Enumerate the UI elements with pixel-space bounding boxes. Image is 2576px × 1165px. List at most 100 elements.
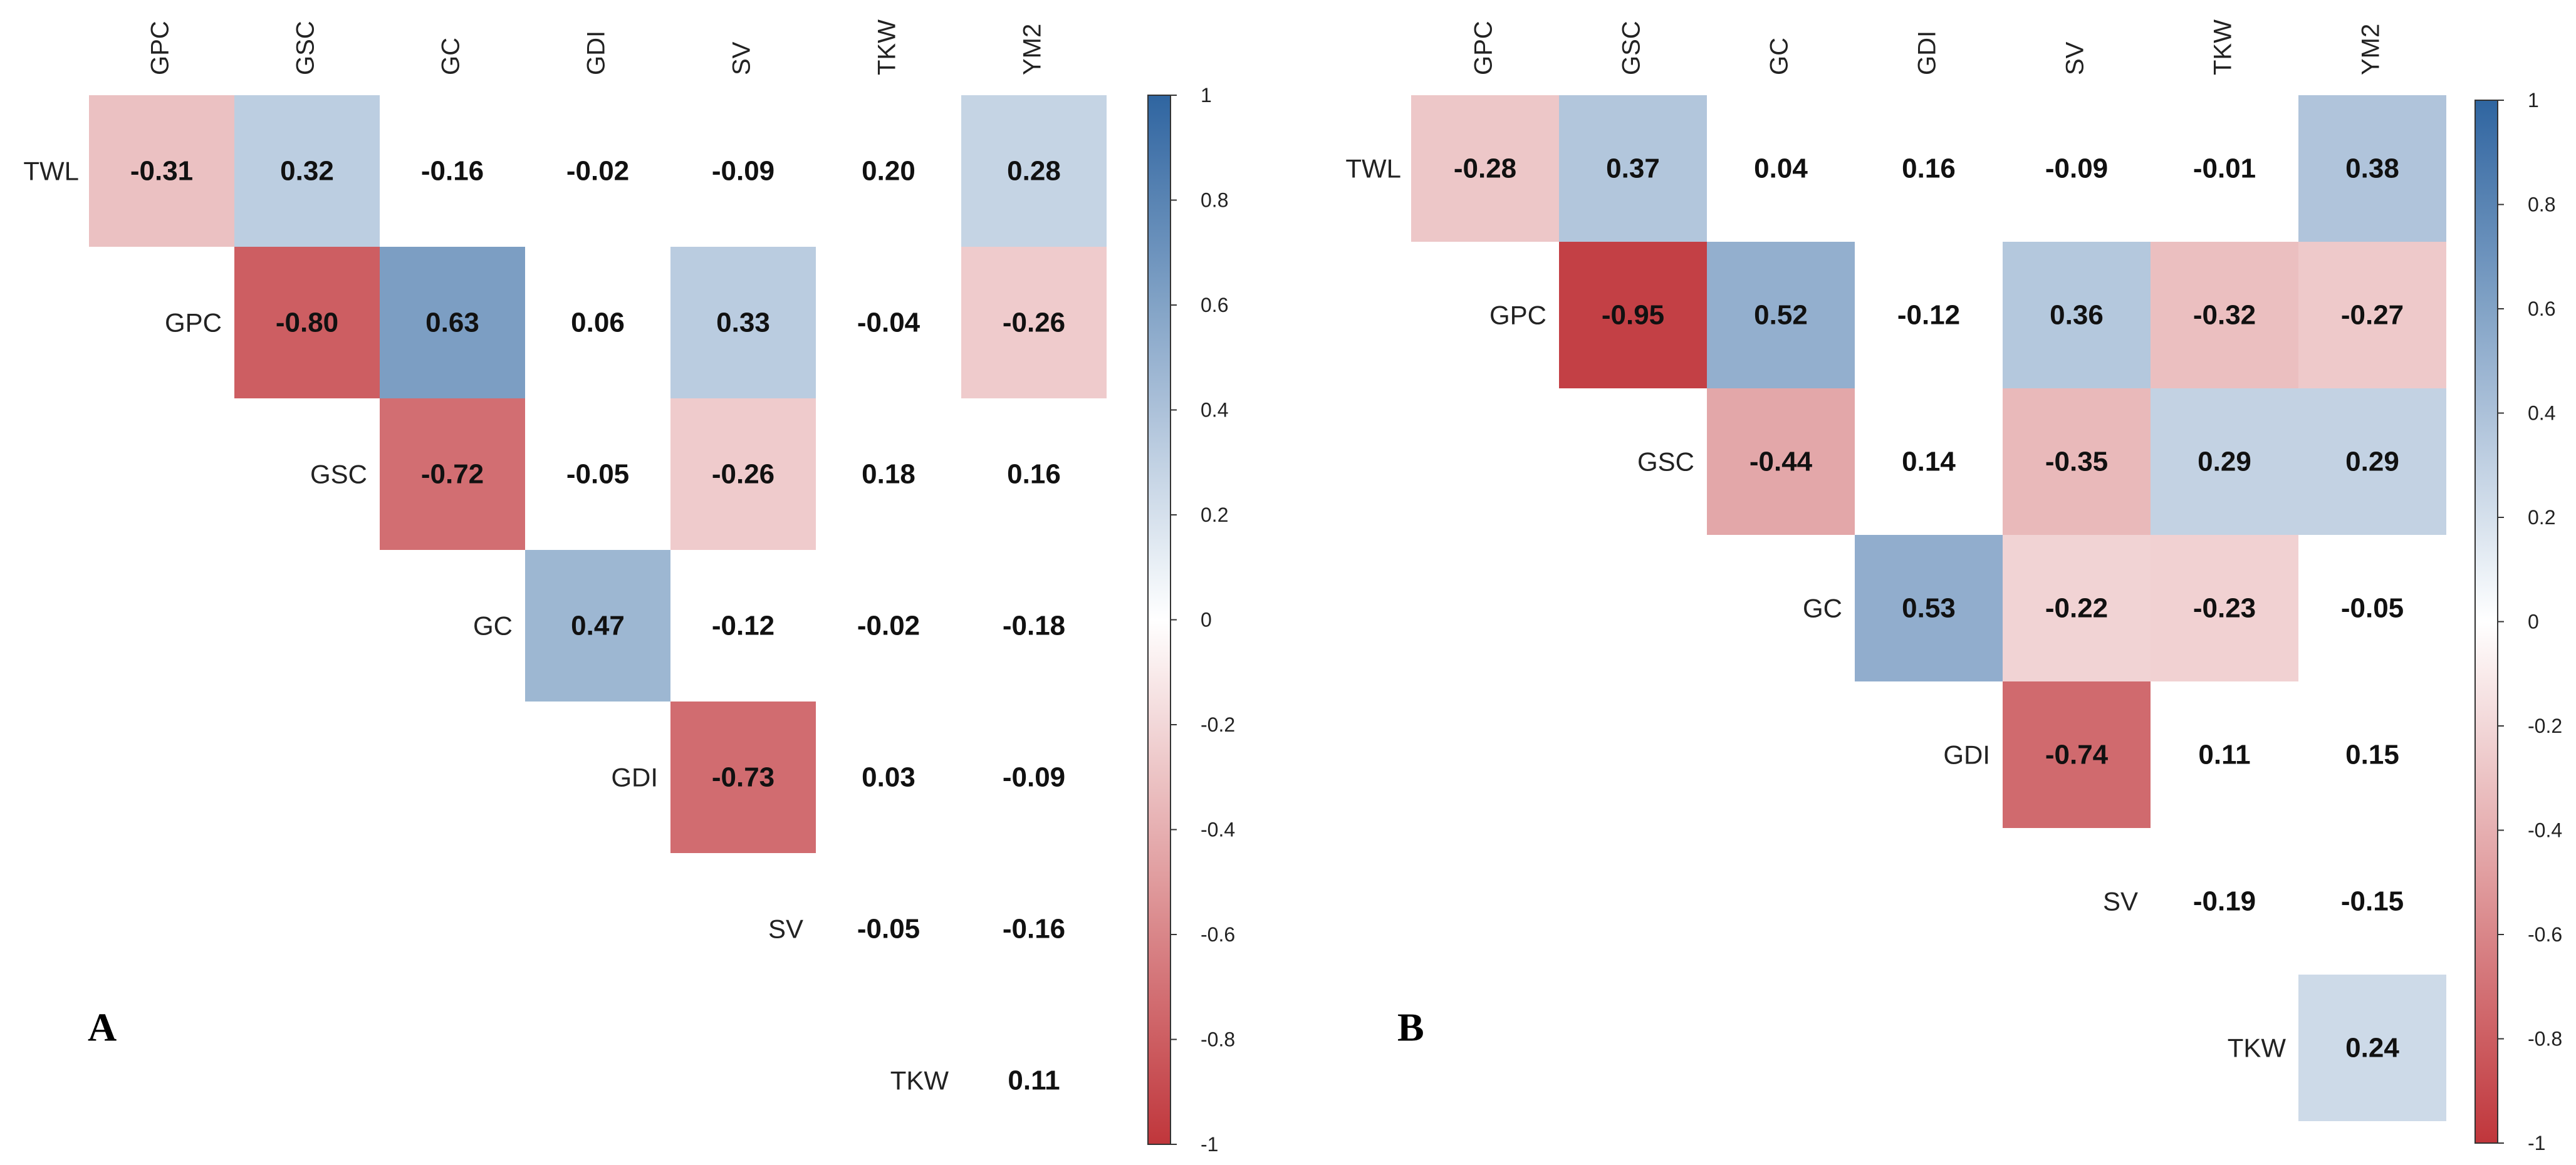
row-label-sv: SV <box>768 914 803 944</box>
row-label-tkw: TKW <box>2228 1033 2287 1063</box>
colorbar-tick-label: 1 <box>2528 89 2539 111</box>
column-label-gc: GC <box>437 38 465 75</box>
cell-twl-gpc <box>89 95 234 247</box>
colorbar-tick-label: 0.6 <box>1201 294 1228 316</box>
value-gsc-gc: -0.44 <box>1749 447 1813 477</box>
value-gsc-gc: -0.72 <box>421 459 484 490</box>
cell-gpc-gc <box>380 247 525 398</box>
cell-gsc-gc <box>1707 388 1855 535</box>
colorbar-tick-label: -0.6 <box>2528 923 2562 946</box>
cell-gpc-ym2 <box>2298 242 2446 388</box>
column-label-gdi: GDI <box>1914 31 1941 75</box>
value-gc-gdi: 0.53 <box>1902 593 1956 624</box>
colorbar-tick-label: 0.4 <box>2528 402 2555 425</box>
colorbar-tick-label: 0 <box>1201 609 1212 631</box>
value-sv-ym2: -0.15 <box>2341 886 2404 917</box>
column-label-sv: SV <box>2062 41 2089 75</box>
value-twl-gpc: -0.28 <box>1454 153 1516 184</box>
value-gpc-gsc: -0.95 <box>1602 300 1664 331</box>
column-label-ym2: YM2 <box>2357 24 2385 75</box>
colorbar-tick-label: 0.2 <box>1201 504 1228 526</box>
value-gpc-sv: 0.36 <box>2050 300 2104 331</box>
column-label-sv: SV <box>728 41 756 75</box>
value-gc-tkw: -0.02 <box>857 611 920 641</box>
value-gpc-ym2: -0.27 <box>2341 300 2404 331</box>
column-label-gsc: GSC <box>292 21 320 75</box>
value-twl-gpc: -0.31 <box>130 156 193 187</box>
colorbar-tick-label: 0 <box>2528 611 2539 633</box>
value-gc-sv: -0.22 <box>2045 593 2108 624</box>
colorbar-tick-label: -0.2 <box>1201 713 1235 736</box>
cell-gpc-sv <box>670 247 816 398</box>
value-gsc-tkw: 0.18 <box>862 459 915 490</box>
value-gpc-sv: 0.33 <box>716 308 770 338</box>
cell-gpc-sv <box>2003 242 2151 388</box>
cell-tkw-ym2 <box>2298 975 2446 1121</box>
cell-gc-gdi <box>525 550 670 702</box>
value-gpc-gsc: -0.80 <box>276 308 338 338</box>
colorbar-tick-label: -0.6 <box>1201 923 1235 946</box>
cell-twl-ym2 <box>2298 95 2446 242</box>
value-twl-gc: -0.16 <box>421 156 484 187</box>
colorbar-tick-label: -1 <box>2528 1132 2545 1154</box>
column-label-gpc: GPC <box>1470 21 1498 75</box>
row-label-gdi: GDI <box>611 763 658 792</box>
value-gsc-tkw: 0.29 <box>2198 447 2251 477</box>
value-twl-tkw: 0.20 <box>862 156 915 187</box>
column-label-gdi: GDI <box>583 31 610 75</box>
panel-label-a: A <box>88 1005 117 1050</box>
column-label-tkw: TKW <box>873 19 901 75</box>
cell-gsc-sv <box>670 398 816 550</box>
colorbar-tick-label: 0.8 <box>1201 189 1228 212</box>
row-label-gc: GC <box>1803 594 1842 623</box>
cell-gc-tkw <box>2151 535 2298 681</box>
row-label-twl: TWL <box>23 157 79 186</box>
cell-gpc-gc <box>1707 242 1855 388</box>
value-twl-gc: 0.04 <box>1754 153 1808 184</box>
value-gsc-sv: -0.26 <box>712 459 774 490</box>
cell-twl-ym2 <box>961 95 1107 247</box>
row-label-gpc: GPC <box>165 308 222 338</box>
value-gsc-gdi: 0.14 <box>1902 447 1956 477</box>
value-gdi-ym2: -0.09 <box>1003 762 1065 793</box>
panel-label-b: B <box>1397 1005 1424 1050</box>
value-gpc-gc: 0.63 <box>425 308 479 338</box>
cell-gsc-ym2 <box>2298 388 2446 535</box>
value-gpc-gdi: -0.12 <box>1897 300 1960 331</box>
cell-gpc-ym2 <box>961 247 1107 398</box>
value-gpc-tkw: -0.04 <box>857 308 920 338</box>
value-gsc-ym2: 0.29 <box>2345 447 2399 477</box>
value-gdi-ym2: 0.15 <box>2345 740 2399 770</box>
row-label-sv: SV <box>2103 887 2138 916</box>
value-twl-gsc: 0.37 <box>1606 153 1660 184</box>
value-tkw-ym2: 0.11 <box>1008 1065 1060 1096</box>
value-gpc-ym2: -0.26 <box>1003 308 1065 338</box>
column-label-gc: GC <box>1766 38 1793 75</box>
colorbar-tick-label: -0.4 <box>2528 819 2562 842</box>
cell-gc-sv <box>2003 535 2151 681</box>
cell-twl-gsc <box>1559 95 1707 242</box>
value-gdi-tkw: 0.11 <box>2198 740 2250 770</box>
value-twl-ym2: 0.28 <box>1007 156 1061 187</box>
value-gsc-sv: -0.35 <box>2045 447 2108 477</box>
value-gc-tkw: -0.23 <box>2193 593 2256 624</box>
cell-gpc-gsc <box>234 247 380 398</box>
colorbar-b <box>2474 100 2498 1144</box>
cell-gsc-tkw <box>2151 388 2298 535</box>
value-gpc-gdi: 0.06 <box>571 308 625 338</box>
row-label-twl: TWL <box>1345 154 1401 184</box>
cell-twl-gpc <box>1411 95 1559 242</box>
value-tkw-ym2: 0.24 <box>2345 1033 2399 1064</box>
cell-gdi-sv <box>2003 681 2151 828</box>
colorbar-tick-label: 0.2 <box>2528 506 2555 529</box>
row-label-gpc: GPC <box>1489 301 1546 330</box>
value-sv-tkw: -0.05 <box>857 914 920 945</box>
cell-gpc-tkw <box>2151 242 2298 388</box>
colorbar-tick-label: -0.8 <box>1201 1028 1235 1051</box>
row-label-gsc: GSC <box>1637 447 1694 477</box>
cell-gsc-sv <box>2003 388 2151 535</box>
value-twl-ym2: 0.38 <box>2345 153 2399 184</box>
column-label-tkw: TKW <box>2209 19 2237 75</box>
